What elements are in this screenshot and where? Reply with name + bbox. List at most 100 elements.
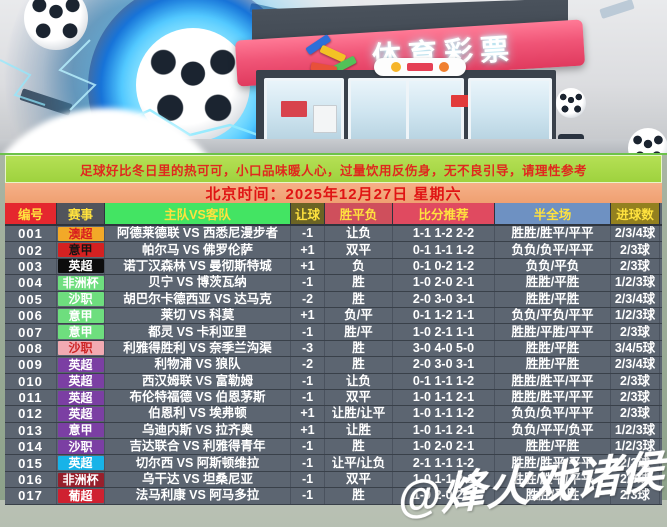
league-badge: 英超 <box>57 259 104 274</box>
half-full-picks: 胜胜/平胜 <box>495 275 611 291</box>
handicap-value: -1 <box>291 439 325 455</box>
wdl-pick: 让平/让负 <box>325 455 393 471</box>
score-picks: 2-1 1-1 1-2 <box>393 455 495 471</box>
wdl-pick: 胜/平 <box>325 324 393 340</box>
league-cell: 意甲 <box>57 324 105 340</box>
match-number: 017 <box>5 488 57 504</box>
table-row: 013 意甲 乌迪内斯 VS 拉齐奥 +1 让胜 1-0 1-1 2-1 负负/… <box>5 422 662 440</box>
date-banner: 北京时间：2025年12月27日 星期六 <box>5 183 662 203</box>
wdl-pick: 让负 <box>325 373 393 389</box>
table-row: 001 澳超 阿德莱德联 VS 西悉尼漫步者 -1 让负 1-1 1-2 2-2… <box>5 226 662 243</box>
match-number: 010 <box>5 373 57 389</box>
league-cell: 英超 <box>57 258 105 275</box>
table-row: 016 非洲杯 乌干达 VS 坦桑尼亚 -1 双平 1-0 1-1 2-1 胜胜… <box>5 471 662 489</box>
match-number: 011 <box>5 389 57 406</box>
match-teams: 伯恩利 VS 埃弗顿 <box>105 406 291 422</box>
handicap-value: -1 <box>291 455 325 471</box>
match-number: 014 <box>5 439 57 455</box>
col-header-league: 赛事 <box>57 203 105 224</box>
goals-pick: 2/3球 <box>611 324 660 340</box>
col-header-number: 编号 <box>5 203 57 224</box>
table-row: 007 意甲 都灵 VS 卡利亚里 -1 胜/平 1-0 2-1 1-1 胜胜/… <box>5 324 662 341</box>
half-full-picks: 胜胜/胜平/平平 <box>495 373 611 389</box>
match-teams: 帕尔马 VS 佛罗伦萨 <box>105 242 291 258</box>
half-full-picks: 胜胜/平胜 <box>495 340 611 357</box>
score-picks: 0-1 0-2 1-2 <box>393 258 495 275</box>
match-number: 005 <box>5 291 57 307</box>
wdl-pick: 双平 <box>325 242 393 258</box>
half-full-picks: 负负/平负/平平 <box>495 307 611 324</box>
score-picks: 3-0 4-0 5-0 <box>393 340 495 357</box>
score-picks: 2-0 3-0 3-1 <box>393 291 495 307</box>
prediction-table: 编号 赛事 主队VS客队 让球 胜平负 比分推荐 半全场 进球数 001 澳超 … <box>5 203 665 524</box>
handicap-value: -3 <box>291 340 325 357</box>
score-picks: 0-1 1-1 1-2 <box>393 373 495 389</box>
goals-pick: 2/3球 <box>611 373 660 389</box>
wdl-pick: 胜 <box>325 275 393 291</box>
match-number: 002 <box>5 242 57 258</box>
league-cell: 沙职 <box>57 291 105 307</box>
handicap-value: -1 <box>291 471 325 488</box>
league-cell: 非洲杯 <box>57 471 105 488</box>
table-row: 003 英超 诺丁汉森林 VS 曼彻斯特城 +1 负 0-1 0-2 1-2 负… <box>5 258 662 276</box>
hero-image: 体育彩票 <box>0 0 667 155</box>
col-header-halffull: 半全场 <box>495 203 611 224</box>
score-picks: 1-0 1-1 2-1 <box>393 422 495 439</box>
goals-pick: 1/2/3球 <box>611 275 660 291</box>
league-badge: 沙职 <box>57 292 104 307</box>
wdl-pick: 负 <box>325 258 393 275</box>
match-teams: 利雅得胜利 VS 奈季兰沟渠 <box>105 340 291 357</box>
col-header-goals: 进球数 <box>611 203 660 224</box>
score-picks: 1-0 2-0 2-1 <box>393 275 495 291</box>
match-teams: 莱切 VS 科莫 <box>105 307 291 324</box>
table-row: 002 意甲 帕尔马 VS 佛罗伦萨 +1 双平 0-1 1-1 1-2 负负/… <box>5 242 662 259</box>
league-cell: 英超 <box>57 357 105 373</box>
score-picks: 1-0 2-0 2-1 <box>393 488 495 504</box>
league-badge: 意甲 <box>57 423 104 438</box>
match-teams: 布伦特福德 VS 伯恩茅斯 <box>105 389 291 406</box>
match-teams: 都灵 VS 卡利亚里 <box>105 324 291 340</box>
wdl-pick: 胜 <box>325 357 393 373</box>
table-row: 012 英超 伯恩利 VS 埃弗顿 +1 让胜/让平 1-0 1-1 1-2 负… <box>5 406 662 423</box>
half-full-picks: 胜胜/胜平/平平 <box>495 471 611 488</box>
handicap-value: +1 <box>291 406 325 422</box>
handicap-value: -1 <box>291 373 325 389</box>
league-cell: 澳超 <box>57 226 105 242</box>
lottery-store: 体育彩票 <box>234 0 586 153</box>
league-cell: 英超 <box>57 406 105 422</box>
store-window <box>264 78 344 142</box>
half-full-picks: 负负/平负 <box>495 258 611 275</box>
col-header-teams: 主队VS客队 <box>105 203 291 224</box>
match-number: 007 <box>5 324 57 340</box>
handicap-value: -1 <box>291 488 325 504</box>
table-header-row: 编号 赛事 主队VS客队 让球 胜平负 比分推荐 半全场 进球数 <box>5 203 662 226</box>
league-cell: 意甲 <box>57 242 105 258</box>
table-row: 009 英超 利物浦 VS 狼队 -2 胜 2-0 3-0 3-1 胜胜/平胜 … <box>5 357 662 374</box>
match-number: 012 <box>5 406 57 422</box>
match-teams: 西汉姆联 VS 富勒姆 <box>105 373 291 389</box>
league-cell: 英超 <box>57 373 105 389</box>
match-teams: 切尔西 VS 阿斯顿维拉 <box>105 455 291 471</box>
score-picks: 1-0 1-1 2-1 <box>393 389 495 406</box>
goals-pick: 2/3球 <box>611 471 660 488</box>
wdl-pick: 双平 <box>325 389 393 406</box>
table-row: 006 意甲 莱切 VS 科莫 +1 负/平 0-1 1-2 1-1 负负/平负… <box>5 307 662 325</box>
goals-pick: 1/2/3球 <box>611 422 660 439</box>
goals-pick: 1/2/3球 <box>611 439 660 455</box>
half-full-picks: 胜胜/平胜/平平 <box>495 324 611 340</box>
table-row: 011 英超 布伦特福德 VS 伯恩茅斯 -1 双平 1-0 1-1 2-1 胜… <box>5 389 662 407</box>
match-teams: 法马利康 VS 阿马多拉 <box>105 488 291 504</box>
col-header-wdl: 胜平负 <box>325 203 393 224</box>
match-number: 009 <box>5 357 57 373</box>
wdl-pick: 让负 <box>325 226 393 242</box>
goals-pick: 2/3球 <box>611 242 660 258</box>
score-picks: 1-0 2-0 2-1 <box>393 439 495 455</box>
storefront <box>256 58 584 153</box>
table-row: 008 沙职 利雅得胜利 VS 奈季兰沟渠 -3 胜 3-0 4-0 5-0 胜… <box>5 340 662 358</box>
match-number: 015 <box>5 455 57 471</box>
wall-shard <box>599 0 635 20</box>
notice-text: 足球好比冬日里的热可可，小口品味暖人心，过量饮用反伤身，无不良引导，请理性参考 <box>79 163 587 178</box>
table-row: 015 英超 切尔西 VS 阿斯顿维拉 -1 让平/让负 2-1 1-1 1-2… <box>5 455 662 472</box>
league-badge: 意甲 <box>57 308 104 323</box>
soccer-ball-icon <box>556 88 586 118</box>
